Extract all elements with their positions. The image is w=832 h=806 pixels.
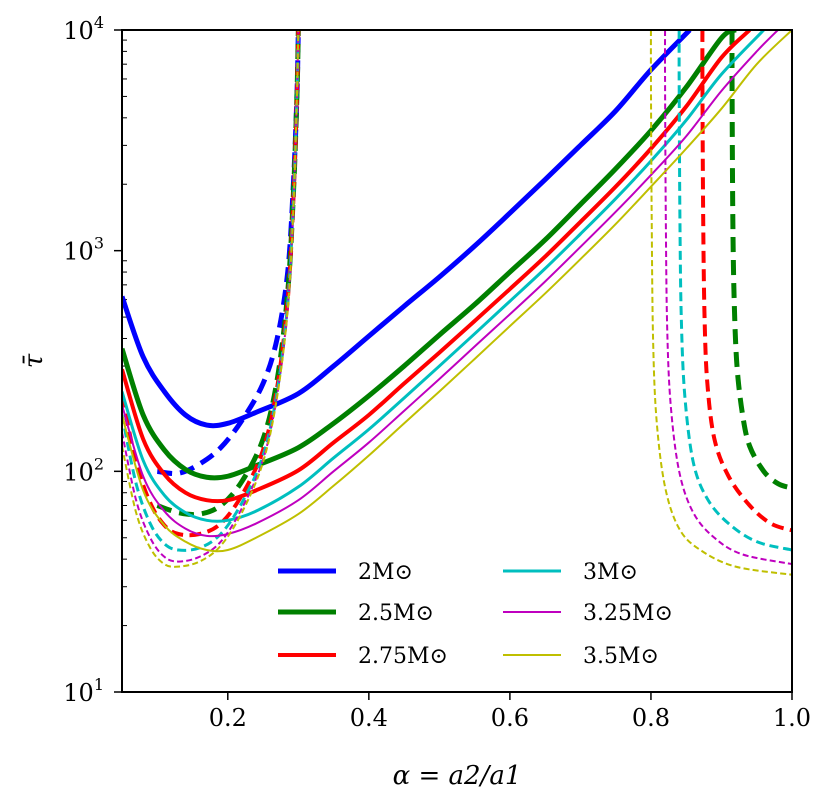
y-tick-label: 101: [63, 675, 104, 707]
x-tick-label: 0.2: [209, 704, 247, 732]
y-tick-label: 102: [63, 454, 104, 486]
legend-label-3.25: 3.25M⊙: [583, 601, 673, 626]
series-line-2.75-dashed-right: [700, 30, 792, 533]
y-axis: 101 102 103 104: [63, 13, 122, 707]
x-axis-label: α = a2/a1: [393, 761, 522, 791]
series-line-3.25-solid: [122, 30, 779, 538]
series-line-2.5-dashed-left: [156, 30, 301, 518]
series-line-3-solid: [122, 30, 765, 523]
legend-label-2.75: 2.75M⊙: [358, 644, 448, 669]
y-tick-label: 103: [63, 234, 104, 266]
series-line-2.5-solid: [122, 30, 737, 481]
series-line-3.5-solid: [122, 30, 792, 553]
plot-frame: [121, 29, 793, 693]
legend-label-2.5: 2.5M⊙: [358, 601, 434, 626]
x-tick-label: 0.4: [350, 704, 388, 732]
series-line-2.5-dashed-right: [729, 30, 792, 491]
y-axis-label: τ̄: [19, 353, 49, 368]
series-line-3-dashed-right: [677, 30, 792, 552]
x-tick-label: 1.0: [773, 704, 811, 732]
legend-label-2: 2M⊙: [358, 560, 413, 585]
legend: 2M⊙ 2.5M⊙ 2.75M⊙ 3M⊙ 3.25M⊙ 3.5M⊙: [278, 560, 673, 669]
x-axis: 0.2 0.4 0.6 0.8 1.0: [209, 692, 811, 732]
legend-label-3: 3M⊙: [583, 560, 638, 585]
legend-label-3.5: 3.5M⊙: [583, 644, 659, 669]
x-tick-label: 0.6: [491, 704, 529, 732]
series-line-3.5-dashed-right: [649, 30, 792, 576]
series-line-3.25-dashed-right: [664, 30, 792, 566]
series-line-2-solid: [122, 30, 692, 429]
series-line-2.75-solid: [122, 30, 752, 504]
x-tick-label: 0.8: [632, 704, 670, 732]
y-tick-label: 104: [63, 13, 104, 45]
series-line-3.5-dashed-left: [122, 30, 300, 568]
series-layer: [122, 30, 792, 576]
